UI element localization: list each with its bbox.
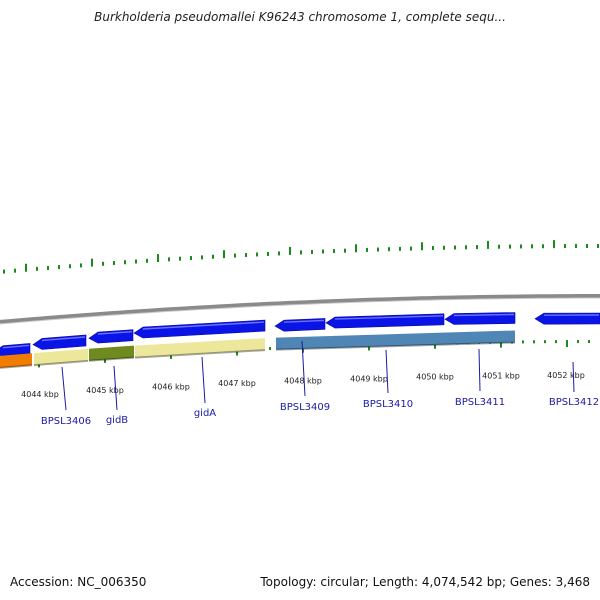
gene-arrow-6[interactable] [325, 313, 445, 329]
map-title: Burkholderia pseudomallei K96243 chromos… [94, 10, 506, 24]
feature-track [0, 330, 516, 369]
gene-label-gida[interactable]: gidA [194, 408, 216, 419]
gene-leader-line [572, 361, 575, 393]
feature-steelblue-edge [275, 341, 516, 351]
feature-khaki-1-edge [33, 359, 89, 367]
gene-track [0, 312, 600, 358]
gene-leader-line [201, 356, 206, 404]
feature-steelblue[interactable] [276, 330, 515, 350]
gene-label-bpsl3412[interactable]: BPSL3412 [549, 397, 599, 408]
gene-leader-line [61, 366, 67, 411]
feature-olive-edge [88, 356, 135, 362]
backbone-line [0, 294, 600, 324]
summary-text: Topology: circular; Length: 4,074,542 bp… [260, 575, 590, 589]
backbone [0, 294, 600, 325]
feature-khaki-2-edge [134, 349, 266, 359]
kbp-label: 4048 kbp [284, 376, 322, 385]
feature-khaki-1[interactable] [34, 348, 88, 366]
gene-arrow-7-shine [453, 313, 515, 317]
gene-arrow-3-shine [97, 331, 133, 335]
kbp-label: 4045 kbp [86, 386, 124, 395]
gene-arrow-2-shine [41, 336, 86, 342]
kbp-label: 4049 kbp [350, 374, 388, 383]
backbone-highlight [0, 297, 600, 325]
kbp-label: 4050 kbp [416, 373, 454, 382]
kbp-label: 4052 kbp [547, 371, 585, 380]
feature-khaki-2[interactable] [135, 338, 265, 358]
kbp-label: 4046 kbp [152, 382, 190, 391]
gene-label-bpsl3411[interactable]: BPSL3411 [455, 397, 505, 408]
feature-orange-edge [0, 364, 33, 369]
gene-label-bpsl3406[interactable]: BPSL3406 [41, 416, 91, 427]
gene-arrow-1-shine [2, 344, 30, 349]
gene-label-gidb[interactable]: gidB [106, 415, 128, 426]
kbp-label: 4044 kbp [21, 390, 59, 399]
gene-arrow-4-shine [142, 321, 265, 330]
kbp-label: 4047 kbp [218, 379, 256, 388]
label-layer: 4044 kbp 4045 kbp 4046 kbp 4047 kbp 4048 kbp… [21, 340, 599, 427]
gene-leader-line [385, 349, 389, 394]
gene-leader-line [113, 365, 118, 411]
feature-olive[interactable] [89, 345, 134, 361]
gene-arrow-6-shine [334, 315, 444, 320]
accession-text: Accession: NC_006350 [10, 575, 147, 589]
gene-leader-line [301, 340, 306, 397]
kbp-label: 4051 kbp [482, 372, 520, 381]
gene-label-bpsl3410[interactable]: BPSL3410 [363, 399, 413, 410]
gene-arrow-5-shine [283, 319, 325, 323]
gene-leader-line [478, 348, 481, 392]
feature-orange[interactable] [0, 353, 32, 368]
gene-label-bpsl3409[interactable]: BPSL3409 [280, 402, 330, 413]
